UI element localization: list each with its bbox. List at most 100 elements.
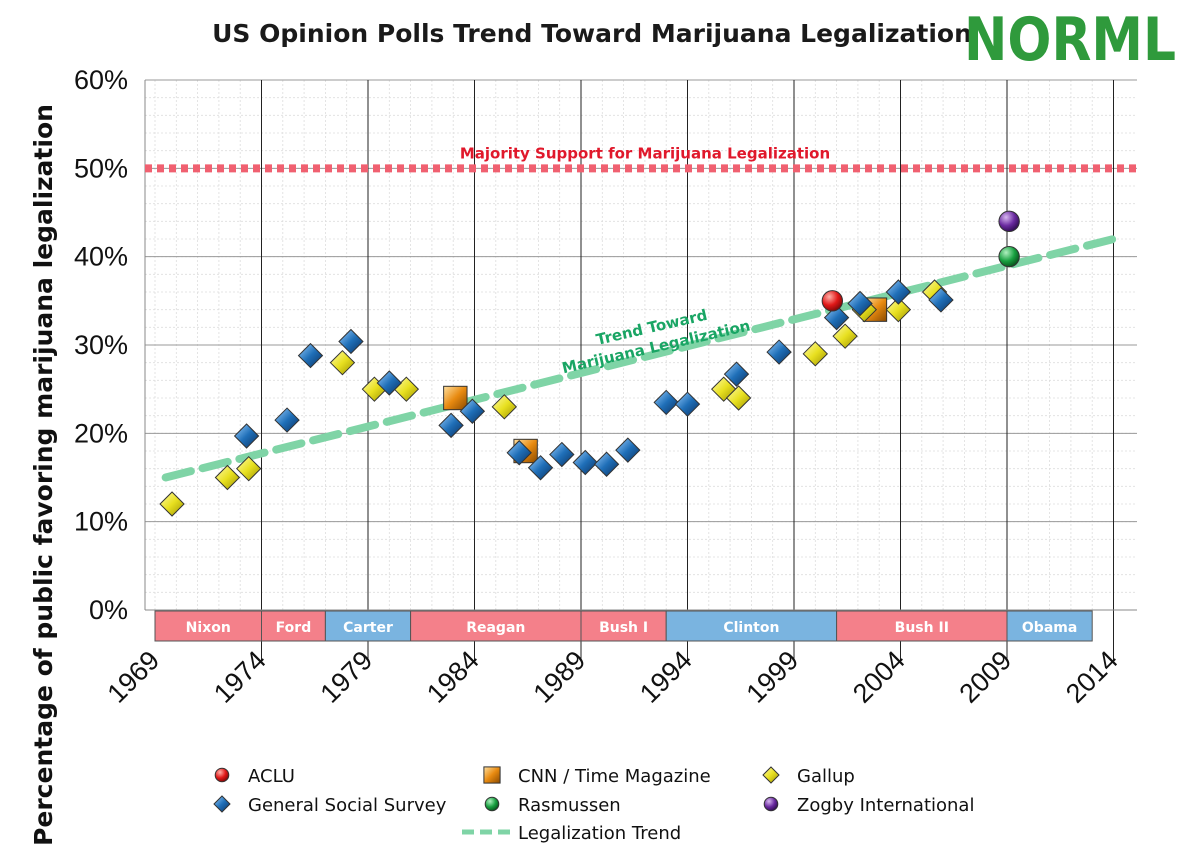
- data-point-gss: [928, 287, 954, 313]
- legend-label: CNN / Time Magazine: [518, 766, 711, 787]
- data-point-gallup: [214, 464, 241, 491]
- data-point-gss: [653, 389, 679, 416]
- logo-text: NORML: [964, 5, 1176, 75]
- data-point-gallup: [236, 455, 262, 482]
- presidential-terms: Nixon Ford Carter Reagan Bush I Clinton Bush I…: [154, 610, 1093, 642]
- data-point-gallup: [885, 296, 912, 323]
- x-tick-label: 1994: [634, 645, 698, 709]
- majority-label: Majority Support for Marijuana Legalizat…: [460, 144, 830, 162]
- y-tick-label: 40%: [74, 242, 128, 272]
- x-tick-label: 1984: [421, 645, 485, 709]
- legend-label: Gallup: [797, 766, 855, 787]
- data-point-gss: [438, 412, 464, 439]
- president-band: [1006, 610, 1093, 642]
- data-point-gallup: [725, 385, 752, 411]
- president-term: Carter: [324, 610, 412, 642]
- series-zogby: [998, 210, 1020, 233]
- legend-marker-cnn: [483, 766, 501, 784]
- president-label: Obama: [1022, 620, 1077, 636]
- series-rasmussen: [998, 245, 1020, 268]
- legend-item: Zogby International: [763, 795, 974, 816]
- data-point-gss: [233, 423, 260, 449]
- y-tick-label: 20%: [74, 418, 128, 448]
- data-point-aclu: [821, 290, 844, 312]
- president-band: [261, 610, 326, 642]
- president-term: Nixon: [154, 610, 262, 642]
- president-label: Clinton: [723, 620, 779, 636]
- x-tick-label: 1974: [208, 645, 272, 709]
- data-point-gss: [549, 441, 575, 468]
- legend-label: Legalization Trend: [518, 823, 681, 844]
- legend-marker-gss: [213, 795, 231, 813]
- series-aclu: [821, 290, 844, 312]
- trend-line: [161, 235, 1118, 482]
- president-label: Ford: [276, 620, 312, 636]
- president-label: Nixon: [186, 620, 231, 636]
- legend-item: General Social Survey: [213, 795, 447, 816]
- x-tick-label: 2009: [954, 645, 1018, 709]
- plot-area: Majority Support for Marijuana Legalizat…: [144, 79, 1137, 660]
- y-tick-label: 0%: [89, 595, 128, 625]
- logo: NORML: [964, 5, 1176, 75]
- data-point-gss: [274, 407, 300, 433]
- x-tick-label: 2004: [847, 645, 911, 709]
- x-tick-label: 1989: [528, 645, 592, 709]
- president-band: [324, 610, 412, 642]
- data-point-gss: [885, 279, 912, 305]
- data-point-gss: [572, 449, 598, 476]
- x-tick-label: 1969: [102, 645, 166, 709]
- legend-item: ACLU: [214, 766, 295, 787]
- data-point-gss: [297, 342, 324, 369]
- x-axis-ticks: 1969 1974 1979 1984 1989 1994 1999 2004 2009 2014: [102, 645, 1124, 709]
- legend-marker-rasmussen: [484, 796, 500, 812]
- legend-marker-zogby: [763, 796, 779, 812]
- data-point-gss: [723, 361, 750, 387]
- data-point-zogby: [998, 210, 1020, 233]
- data-point-rasmussen: [998, 245, 1020, 268]
- president-term: Clinton: [665, 610, 838, 642]
- data-point-gss: [674, 391, 701, 417]
- data-point-gss: [615, 437, 641, 463]
- series-gss: [233, 279, 954, 481]
- x-tick-label: 1999: [741, 645, 805, 709]
- legend-item: CNN / Time Magazine: [483, 766, 711, 787]
- y-tick-label: 10%: [74, 507, 128, 537]
- president-band: [410, 610, 582, 642]
- data-point-gss: [527, 455, 554, 481]
- data-point-cnn: [443, 385, 468, 411]
- data-point-gss: [459, 398, 486, 424]
- data-point-gallup: [159, 491, 185, 517]
- y-tick-label: 30%: [74, 330, 128, 360]
- legend-item: Gallup: [762, 766, 855, 787]
- legend-marker-gallup: [762, 766, 780, 784]
- data-point-gallup: [802, 341, 829, 367]
- president-term: Ford: [261, 610, 326, 642]
- data-point-gss: [376, 370, 403, 396]
- legend-label: Rasmussen: [518, 795, 621, 816]
- president-term: Bush I: [580, 610, 667, 642]
- data-point-gss: [506, 440, 532, 466]
- y-axis-label: Percentage of public favoring marijuana …: [29, 104, 58, 846]
- president-term: Obama: [1006, 610, 1093, 642]
- president-band: [665, 610, 838, 642]
- president-band: [580, 610, 667, 642]
- y-tick-label: 60%: [74, 65, 128, 95]
- data-point-gss: [823, 304, 850, 331]
- data-point-gss: [338, 328, 364, 355]
- president-label: Bush II: [895, 620, 949, 636]
- president-label: Bush I: [599, 620, 648, 636]
- legend-item: Rasmussen: [484, 795, 621, 816]
- president-term: Bush II: [836, 610, 1008, 642]
- legend-label: Zogby International: [797, 795, 974, 816]
- legend: ACLU CNN / Time Magazine Gallup General Soc…: [213, 766, 974, 844]
- president-label: Carter: [343, 620, 393, 636]
- president-band: [154, 610, 262, 642]
- chart-title: US Opinion Polls Trend Toward Marijuana …: [212, 19, 972, 48]
- legend-label: General Social Survey: [248, 795, 447, 816]
- president-label: Reagan: [466, 620, 525, 636]
- legend-item: Legalization Trend: [462, 823, 681, 844]
- data-point-gallup: [832, 323, 858, 349]
- y-tick-label: 50%: [74, 153, 128, 183]
- x-tick-label: 2014: [1060, 645, 1124, 709]
